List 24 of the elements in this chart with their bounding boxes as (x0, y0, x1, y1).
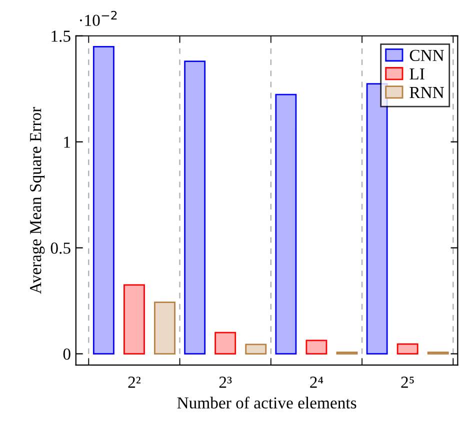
legend-label: LI (410, 68, 424, 80)
bar (396, 343, 418, 354)
x-axis-title: Number of active elements (177, 396, 356, 409)
bar (154, 302, 176, 354)
y-tick-label: 1 (64, 136, 70, 148)
bar (184, 60, 206, 354)
bar (366, 83, 388, 354)
bar (214, 332, 236, 354)
x-tick-label: 2⁵ (401, 376, 414, 388)
legend-label: CNN (410, 50, 444, 62)
y-tick-label: 1.5 (52, 30, 70, 42)
y-tick-label: 0.5 (50, 242, 70, 254)
text: ·10$^{−2}$ (80, 10, 117, 26)
x-tick-label: 2⁴ (310, 376, 324, 388)
y-tick-label: 0 (63, 348, 70, 360)
y-axis-title: Average Mean Square Error (30, 107, 45, 294)
x-tick-label: 2² (128, 376, 140, 388)
bar (275, 94, 297, 354)
bar (245, 344, 267, 354)
legend-label: RNN (410, 87, 444, 98)
x-tick-label: 2³ (219, 376, 232, 388)
bar (92, 46, 114, 354)
bar (306, 340, 328, 354)
bar (124, 284, 145, 354)
